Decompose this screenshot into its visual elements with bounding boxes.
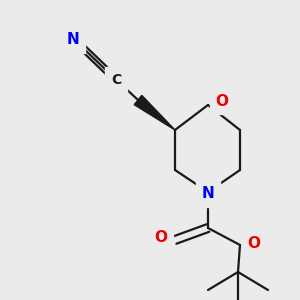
Text: O: O [154,230,167,245]
Text: O: O [248,236,260,250]
Text: N: N [67,32,80,47]
Text: N: N [202,187,214,202]
Polygon shape [134,95,175,130]
Text: O: O [215,94,229,109]
Text: C: C [111,73,121,87]
